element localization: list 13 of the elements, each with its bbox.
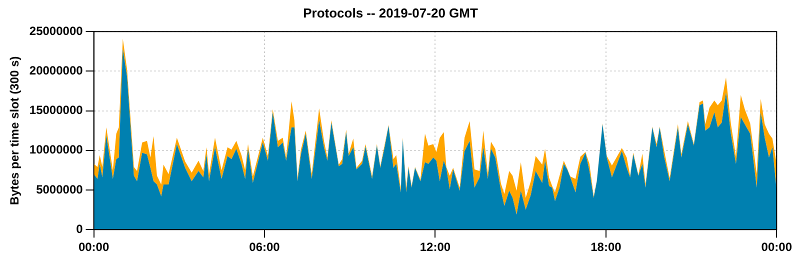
x-tick-label: 12:00	[420, 240, 451, 254]
x-tick-label: 18:00	[590, 240, 622, 254]
y-tick-label: 0	[76, 222, 84, 236]
x-tick-label: 00:00	[761, 240, 792, 254]
chart-title: Protocols -- 2019-07-20 GMT	[303, 5, 478, 20]
y-axis-title: Bytes per time slot (300 s)	[8, 56, 22, 205]
x-tick-label: 06:00	[249, 240, 280, 254]
x-tick-label: 00:00	[78, 240, 110, 254]
y-tick-label: 10000000	[29, 142, 84, 157]
y-tick-label: 20000000	[29, 64, 84, 78]
y-tick-label: 15000000	[29, 103, 84, 118]
y-tick-label: 25000000	[29, 24, 84, 38]
y-tick-label: 5000000	[36, 182, 84, 196]
